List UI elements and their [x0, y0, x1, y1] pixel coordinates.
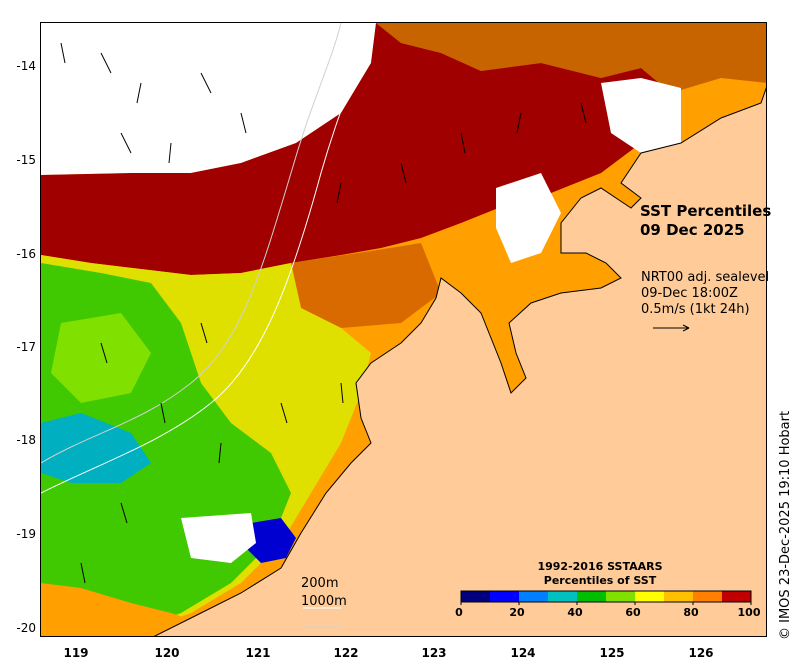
colorbar-outline — [460, 590, 752, 603]
map-frame — [40, 22, 767, 637]
cloud-patch-ne — [601, 78, 681, 153]
colorbar-title-line-2: Percentiles of SST — [543, 574, 657, 587]
map-canvas — [41, 23, 766, 636]
colorbar-segment — [461, 591, 490, 602]
lon-label: 124 — [510, 646, 536, 660]
lon-label: 126 — [688, 646, 714, 660]
colorbar-segment — [577, 591, 606, 602]
colorbar — [460, 590, 752, 605]
contour-200m — [41, 23, 372, 494]
map-title: SST Percentiles 09 Dec 2025 — [640, 202, 771, 240]
contour-label-200m: 200m — [301, 576, 339, 591]
lon-label: 123 — [421, 646, 447, 660]
dark-orange-patch — [291, 243, 441, 328]
australia-landmass — [153, 87, 766, 636]
colorbar-segment — [548, 591, 577, 602]
colorbar-title: 1992-2016 SSTAARS Percentiles of SST — [500, 560, 700, 588]
colorbar-segment — [490, 591, 519, 602]
lat-label: -20 — [16, 621, 36, 635]
imos-credit: © IMOS 23-Dec-2025 19:10 Hobart — [778, 410, 793, 640]
south-orange-patch — [41, 583, 210, 636]
contour-1000m — [41, 23, 342, 464]
vector-info: NRT00 adj. sealevel 09-Dec 18:00Z 0.5m/s… — [641, 270, 769, 318]
vector-product: NRT00 adj. sealevel — [641, 270, 770, 285]
lat-label: -18 — [16, 433, 36, 447]
colorbar-tick: 40 — [567, 606, 583, 619]
lon-label: 119 — [63, 646, 89, 660]
vector-scale: 0.5m/s (1kt 24h) — [641, 302, 750, 317]
colorbar-tick: 80 — [683, 606, 699, 619]
colorbar-tick: 100 — [737, 606, 761, 619]
red-high-band — [41, 23, 671, 275]
cloud-patch-coast — [496, 173, 561, 263]
colorbar-title-line-1: 1992-2016 SSTAARS — [537, 560, 663, 573]
vector-time: 09-Dec 18:00Z — [641, 286, 738, 301]
lon-label: 121 — [245, 646, 271, 660]
colorbar-segment — [664, 591, 693, 602]
lon-label: 122 — [333, 646, 359, 660]
cloud-region — [41, 23, 376, 175]
lat-label: -14 — [16, 59, 36, 73]
colorbar-tick: 0 — [455, 606, 463, 619]
vector-scale-arrow — [653, 324, 690, 332]
colorbar-segment — [722, 591, 751, 602]
title-line-2: 09 Dec 2025 — [640, 221, 745, 239]
light-green-patch — [51, 313, 151, 403]
blue-patch — [246, 518, 296, 563]
lat-label: -19 — [16, 527, 36, 541]
north-warm-band — [376, 23, 766, 93]
colorbar-segment — [635, 591, 664, 602]
contour-label-1000m: 1000m — [301, 594, 347, 609]
cloud-patch-sw — [181, 513, 256, 563]
colorbar-segment — [606, 591, 635, 602]
colorbar-tick: 20 — [509, 606, 525, 619]
lon-label: 125 — [599, 646, 625, 660]
current-vectors — [60, 42, 587, 584]
colorbar-segment — [693, 591, 722, 602]
lon-label: 120 — [154, 646, 180, 660]
lat-label: -16 — [16, 247, 36, 261]
lat-label: -15 — [16, 153, 36, 167]
lat-label: -17 — [16, 340, 36, 354]
colorbar-segment — [519, 591, 548, 602]
teal-patch — [41, 413, 151, 483]
colorbar-tick: 60 — [625, 606, 641, 619]
title-line-1: SST Percentiles — [640, 202, 772, 220]
